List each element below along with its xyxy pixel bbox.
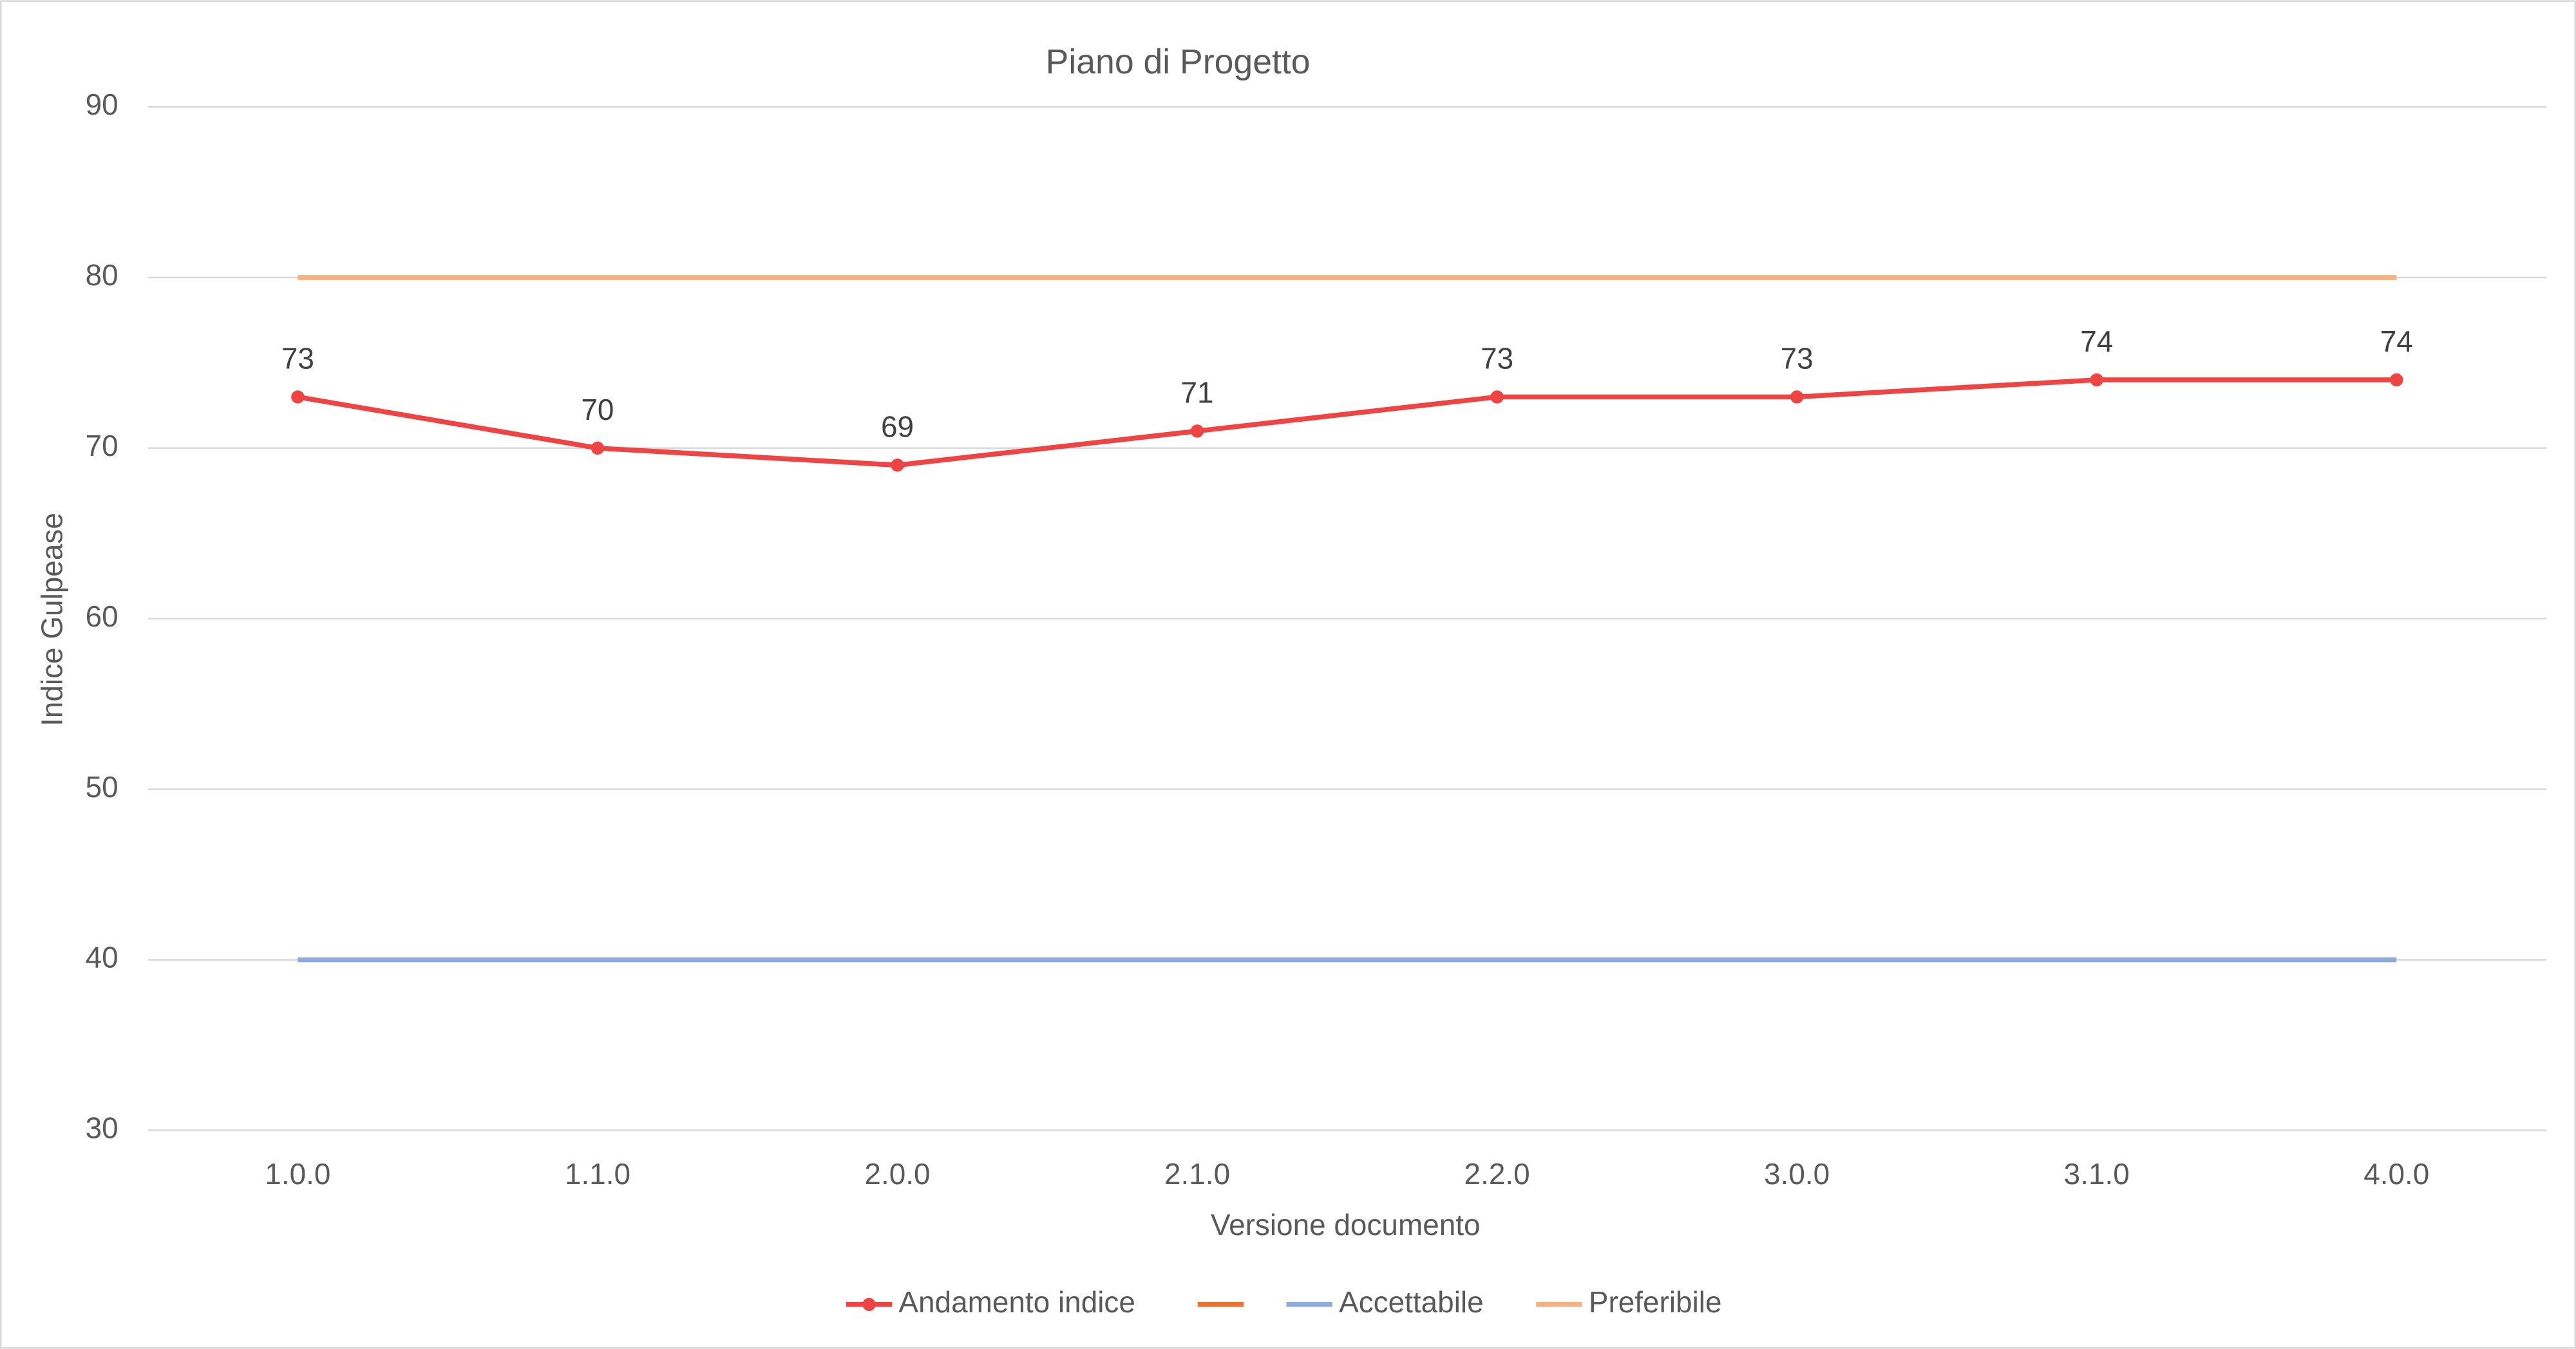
data-point: [2390, 373, 2403, 387]
y-tick-label: 80: [86, 258, 118, 292]
y-tick-label: 70: [86, 429, 118, 462]
data-point: [1490, 390, 1504, 404]
data-label: 74: [2080, 325, 2113, 358]
data-label: 70: [581, 393, 614, 426]
data-point: [1790, 390, 1804, 404]
y-axis-label: Indice Gulpease: [35, 513, 68, 726]
x-tick-label: 3.0.0: [1764, 1157, 1830, 1191]
y-tick-label: 30: [86, 1111, 118, 1145]
data-point: [591, 441, 605, 455]
data-point: [291, 390, 305, 404]
x-tick-label: 2.2.0: [1464, 1157, 1530, 1191]
y-tick-label: 60: [86, 599, 118, 633]
data-label: 73: [1481, 341, 1513, 375]
legend-label: Andamento indice: [898, 1285, 1135, 1319]
y-tick-label: 90: [86, 88, 118, 121]
legend-label: Accettabile: [1339, 1285, 1484, 1319]
data-point: [2090, 373, 2103, 387]
data-label: 73: [281, 341, 314, 375]
chart-title: Piano di Progetto: [1046, 43, 1311, 81]
data-point: [891, 458, 904, 472]
legend-marker: [862, 1297, 876, 1312]
x-tick-label: 3.1.0: [2064, 1157, 2130, 1191]
data-label: 71: [1181, 375, 1214, 409]
x-tick-label: 1.0.0: [265, 1157, 330, 1191]
y-tick-label: 50: [86, 770, 118, 804]
data-label: 73: [1781, 341, 1814, 375]
x-tick-label: 1.1.0: [565, 1157, 630, 1191]
x-tick-label: 4.0.0: [2363, 1157, 2429, 1191]
data-label: 69: [881, 410, 914, 443]
series-line: [297, 377, 2397, 468]
legend-label: Preferibile: [1589, 1285, 1722, 1319]
x-tick-label: 2.0.0: [864, 1157, 930, 1191]
x-axis-label: Versione documento: [1211, 1208, 1481, 1241]
data-point: [1190, 424, 1204, 438]
y-tick-label: 40: [86, 941, 118, 974]
x-tick-label: 2.1.0: [1164, 1157, 1230, 1191]
data-label: 74: [2380, 325, 2413, 358]
